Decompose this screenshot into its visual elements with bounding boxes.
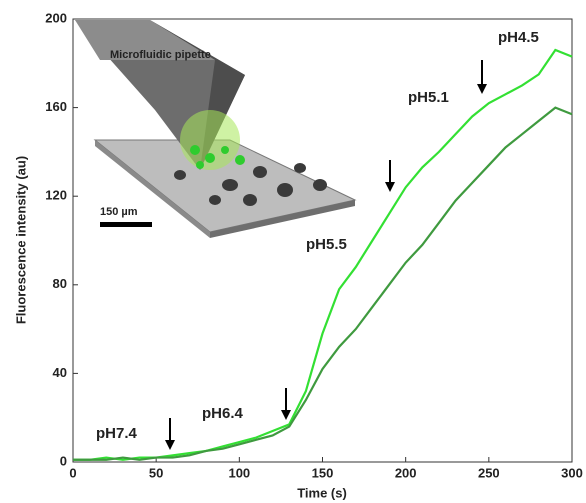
y-tick-label: 200 (45, 10, 67, 25)
x-axis-label: Time (s) (297, 485, 347, 500)
y-tick-label: 40 (53, 365, 67, 380)
data-line (73, 48, 573, 461)
y-tick-label: 120 (45, 188, 67, 203)
arrow-head (385, 182, 395, 192)
x-tick-label: 0 (69, 465, 76, 480)
arrow-head (477, 84, 487, 94)
x-tick-label: 150 (312, 465, 334, 480)
inset-label: Microfluidic pipette (110, 49, 211, 61)
y-tick-label: 160 (45, 99, 67, 114)
arrow-head (165, 440, 175, 450)
ph-label: pH5.5 (306, 236, 347, 253)
x-tick-label: 50 (149, 465, 163, 480)
ph-label: pH5.1 (408, 89, 449, 106)
y-tick-label: 80 (53, 276, 67, 291)
y-tick-label: 0 (60, 453, 67, 468)
x-tick-label: 250 (478, 465, 500, 480)
x-tick-label: 300 (561, 465, 583, 480)
ph-label: pH4.5 (498, 29, 539, 46)
inset-illustration (75, 20, 357, 238)
arrow-head (281, 410, 291, 420)
data-line (73, 106, 573, 461)
ph-label: pH7.4 (96, 425, 138, 442)
ph-label: pH6.4 (202, 405, 244, 422)
y-axis-label: Fluorescence intensity (au) (13, 156, 28, 324)
scale-bar-label: 150 µm (100, 206, 138, 218)
x-tick-label: 100 (228, 465, 250, 480)
x-tick-label: 200 (395, 465, 417, 480)
